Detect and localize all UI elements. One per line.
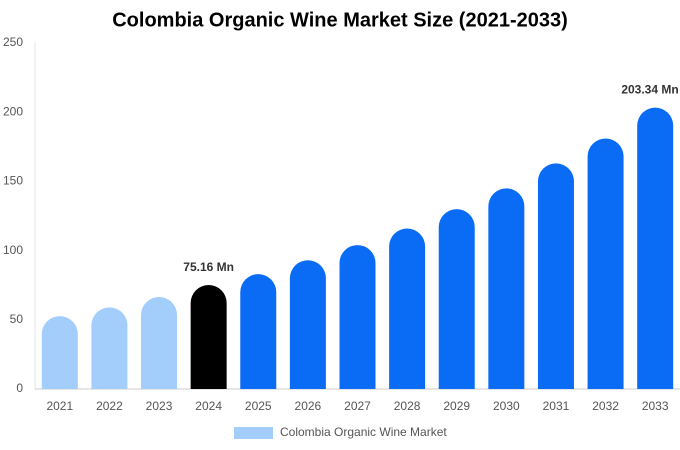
y-tick-label: 100 xyxy=(3,243,23,257)
x-tick-label: 2027 xyxy=(344,399,371,413)
y-tick-label: 50 xyxy=(10,312,24,326)
bar xyxy=(41,316,78,389)
x-tick-label: 2030 xyxy=(493,399,520,413)
bar xyxy=(289,260,326,389)
bar xyxy=(537,163,574,389)
x-tick-label: 2022 xyxy=(96,399,123,413)
x-tick-label: 2023 xyxy=(146,399,173,413)
bar xyxy=(91,307,128,389)
y-tick-label: 0 xyxy=(16,381,23,395)
bar xyxy=(587,138,624,389)
bar xyxy=(488,188,525,389)
bar xyxy=(339,245,376,389)
bar xyxy=(141,296,178,389)
x-tick-label: 2032 xyxy=(592,399,619,413)
x-tick-label: 2021 xyxy=(46,399,73,413)
y-tick-label: 250 xyxy=(3,35,23,49)
x-tick-label: 2024 xyxy=(195,399,222,413)
legend-label: Colombia Organic Wine Market xyxy=(280,425,447,439)
x-tick-label: 2026 xyxy=(295,399,322,413)
bar xyxy=(389,228,426,389)
x-tick-label: 2025 xyxy=(245,399,272,413)
bar xyxy=(637,107,674,389)
x-tick-label: 2033 xyxy=(642,399,669,413)
bar xyxy=(190,284,227,389)
chart-title: Colombia Organic Wine Market Size (2021-… xyxy=(112,9,568,31)
x-tick-label: 2031 xyxy=(543,399,570,413)
bar xyxy=(240,274,277,389)
x-tick-label: 2028 xyxy=(394,399,421,413)
bar xyxy=(438,209,475,389)
y-tick-label: 150 xyxy=(3,174,23,188)
y-tick-label: 200 xyxy=(3,104,23,118)
legend-swatch xyxy=(234,427,273,439)
value-label: 75.16 Mn xyxy=(183,260,234,274)
value-label: 203.34 Mn xyxy=(621,83,678,97)
x-tick-label: 2029 xyxy=(443,399,470,413)
